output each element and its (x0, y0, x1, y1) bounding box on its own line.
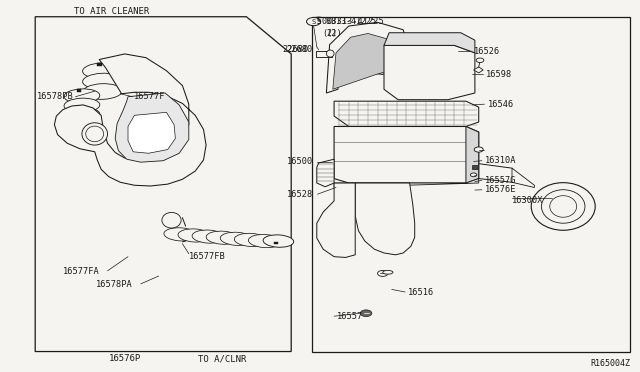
Polygon shape (334, 126, 479, 183)
Text: 08313-41225: 08313-41225 (322, 17, 377, 26)
Text: 16577FA: 16577FA (63, 267, 99, 276)
Text: 16557: 16557 (337, 312, 364, 321)
Polygon shape (333, 33, 396, 89)
Circle shape (307, 17, 321, 26)
Polygon shape (317, 159, 334, 187)
Text: 16578PA: 16578PA (96, 280, 132, 289)
Bar (77, 89, 81, 92)
Ellipse shape (178, 229, 211, 242)
Text: (2): (2) (326, 29, 342, 38)
Text: 16310A: 16310A (485, 156, 516, 165)
Text: 16577FB: 16577FB (189, 252, 225, 261)
Text: 16598: 16598 (486, 70, 513, 79)
Circle shape (470, 173, 477, 177)
Circle shape (311, 17, 326, 26)
Polygon shape (115, 93, 189, 162)
Ellipse shape (531, 183, 595, 230)
Bar (316, 51, 333, 57)
Bar (97, 63, 102, 66)
Text: 16577F: 16577F (134, 92, 166, 101)
Ellipse shape (83, 84, 122, 99)
Text: 16576E: 16576E (485, 185, 516, 194)
Ellipse shape (263, 235, 294, 247)
Ellipse shape (234, 233, 268, 247)
Ellipse shape (162, 212, 181, 228)
Circle shape (378, 270, 388, 276)
Text: TO AIR CLEANER: TO AIR CLEANER (74, 7, 149, 16)
Polygon shape (384, 33, 475, 53)
Ellipse shape (86, 126, 104, 142)
Ellipse shape (541, 190, 585, 223)
Circle shape (476, 58, 484, 62)
Text: 16578PB: 16578PB (37, 92, 74, 101)
Ellipse shape (83, 63, 122, 78)
Circle shape (360, 310, 372, 317)
Text: 16528: 16528 (287, 190, 314, 199)
Text: 16546: 16546 (488, 100, 514, 109)
Text: 16576P: 16576P (109, 355, 141, 363)
Polygon shape (512, 168, 534, 187)
Polygon shape (54, 54, 206, 186)
Polygon shape (474, 67, 483, 73)
Polygon shape (355, 183, 415, 255)
Text: 16300X: 16300X (512, 196, 543, 205)
Ellipse shape (206, 231, 239, 244)
Text: S: S (316, 17, 321, 26)
Polygon shape (466, 126, 479, 183)
Ellipse shape (83, 73, 122, 89)
Ellipse shape (248, 234, 282, 248)
Text: 22680: 22680 (283, 45, 309, 54)
Bar (472, 165, 478, 169)
Polygon shape (384, 45, 475, 100)
Ellipse shape (164, 228, 197, 241)
Polygon shape (317, 183, 355, 257)
Text: 16526: 16526 (474, 47, 500, 56)
Text: 08313-41225: 08313-41225 (326, 17, 384, 26)
Ellipse shape (326, 50, 334, 57)
Circle shape (474, 147, 483, 152)
Ellipse shape (220, 232, 253, 246)
Text: TO A/CLNR: TO A/CLNR (198, 355, 246, 363)
Text: S: S (317, 19, 321, 25)
Bar (274, 242, 278, 244)
Polygon shape (35, 17, 291, 352)
Text: R165004Z: R165004Z (590, 359, 630, 368)
Text: 22680: 22680 (286, 45, 312, 54)
Text: 16557G: 16557G (485, 176, 516, 185)
Polygon shape (334, 179, 479, 187)
Bar (312, 17, 630, 352)
Ellipse shape (64, 98, 100, 112)
Bar (316, 51, 332, 57)
Ellipse shape (192, 230, 225, 243)
Polygon shape (334, 101, 479, 126)
Text: (2): (2) (322, 29, 337, 38)
Ellipse shape (383, 270, 393, 274)
Polygon shape (128, 112, 175, 153)
Ellipse shape (64, 89, 100, 103)
Polygon shape (326, 22, 408, 93)
Ellipse shape (328, 50, 337, 58)
Text: 16516: 16516 (408, 288, 435, 296)
Ellipse shape (64, 108, 100, 122)
Text: 16500: 16500 (287, 157, 314, 166)
Ellipse shape (82, 123, 108, 145)
Ellipse shape (550, 196, 577, 217)
Text: S: S (312, 19, 316, 25)
